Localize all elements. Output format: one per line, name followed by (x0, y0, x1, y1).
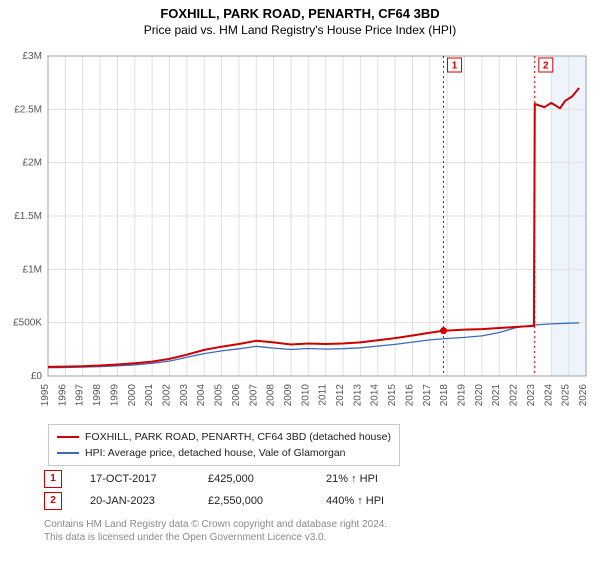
svg-text:2023: 2023 (526, 384, 537, 407)
page-title: FOXHILL, PARK ROAD, PENARTH, CF64 3BD (0, 6, 600, 21)
svg-text:2006: 2006 (231, 384, 242, 407)
svg-text:2019: 2019 (457, 384, 468, 407)
svg-text:1999: 1999 (109, 384, 120, 407)
svg-text:£2.5M: £2.5M (14, 104, 42, 115)
svg-text:2009: 2009 (283, 384, 294, 407)
legend-label: FOXHILL, PARK ROAD, PENARTH, CF64 3BD (d… (85, 429, 391, 445)
svg-text:2020: 2020 (474, 384, 485, 407)
chart-legend: FOXHILL, PARK ROAD, PENARTH, CF64 3BD (d… (48, 424, 400, 466)
svg-text:2004: 2004 (196, 384, 207, 407)
price-chart: £0 £500K £1M £1.5M £2M £2.5M £3M 1995 1996 1997 19… (6, 50, 594, 420)
svg-text:£1.5M: £1.5M (14, 211, 42, 222)
svg-text:2015: 2015 (387, 384, 398, 407)
legend-swatch (57, 436, 79, 438)
svg-text:2012: 2012 (335, 384, 346, 407)
svg-text:2: 2 (543, 61, 549, 72)
svg-text:2014: 2014 (370, 384, 381, 407)
footer-line: This data is licensed under the Open Gov… (44, 531, 387, 544)
svg-text:1996: 1996 (57, 384, 68, 407)
sale-date: 20-JAN-2023 (90, 490, 180, 512)
sale-date: 17-OCT-2017 (90, 468, 180, 490)
svg-text:£2M: £2M (23, 158, 42, 169)
svg-text:1: 1 (452, 61, 458, 72)
footer-line: Contains HM Land Registry data © Crown c… (44, 518, 387, 531)
svg-text:2005: 2005 (214, 384, 225, 407)
svg-text:2011: 2011 (318, 384, 329, 406)
svg-text:2026: 2026 (578, 384, 589, 407)
svg-text:£500K: £500K (13, 318, 42, 329)
attribution-footer: Contains HM Land Registry data © Crown c… (44, 518, 387, 544)
svg-text:2013: 2013 (352, 384, 363, 407)
svg-text:2007: 2007 (248, 384, 259, 407)
svg-text:£0: £0 (31, 371, 43, 382)
page-subtitle: Price paid vs. HM Land Registry's House … (0, 23, 600, 37)
svg-text:1998: 1998 (92, 384, 103, 407)
svg-text:1997: 1997 (75, 384, 86, 407)
svg-text:2025: 2025 (561, 384, 572, 407)
svg-text:2010: 2010 (300, 384, 311, 407)
svg-text:2008: 2008 (266, 384, 277, 407)
legend-item: HPI: Average price, detached house, Vale… (57, 445, 391, 461)
svg-text:2021: 2021 (491, 384, 502, 407)
svg-text:£3M: £3M (23, 51, 42, 62)
sale-price: £425,000 (208, 468, 298, 490)
legend-label: HPI: Average price, detached house, Vale… (85, 445, 346, 461)
sale-delta: 21% ↑ HPI (326, 468, 378, 490)
svg-text:2000: 2000 (127, 384, 138, 407)
svg-text:2016: 2016 (404, 384, 415, 407)
svg-text:2018: 2018 (439, 384, 450, 407)
svg-text:2024: 2024 (543, 384, 554, 407)
svg-text:2022: 2022 (509, 384, 520, 407)
sale-badge: 2 (44, 492, 62, 510)
sale-badge: 1 (44, 470, 62, 488)
svg-text:2017: 2017 (422, 384, 433, 407)
svg-text:2001: 2001 (144, 384, 155, 407)
sale-delta: 440% ↑ HPI (326, 490, 384, 512)
svg-text:2003: 2003 (179, 384, 190, 407)
sale-price: £2,550,000 (208, 490, 298, 512)
sale-row: 2 20-JAN-2023 £2,550,000 440% ↑ HPI (44, 490, 384, 512)
svg-text:1995: 1995 (40, 384, 51, 407)
sale-summary: 1 17-OCT-2017 £425,000 21% ↑ HPI 2 20-JAN-202… (44, 468, 384, 512)
legend-item: FOXHILL, PARK ROAD, PENARTH, CF64 3BD (d… (57, 429, 391, 445)
legend-swatch (57, 452, 79, 454)
sale-row: 1 17-OCT-2017 £425,000 21% ↑ HPI (44, 468, 384, 490)
svg-text:£1M: £1M (23, 264, 42, 275)
svg-text:2002: 2002 (161, 384, 172, 407)
